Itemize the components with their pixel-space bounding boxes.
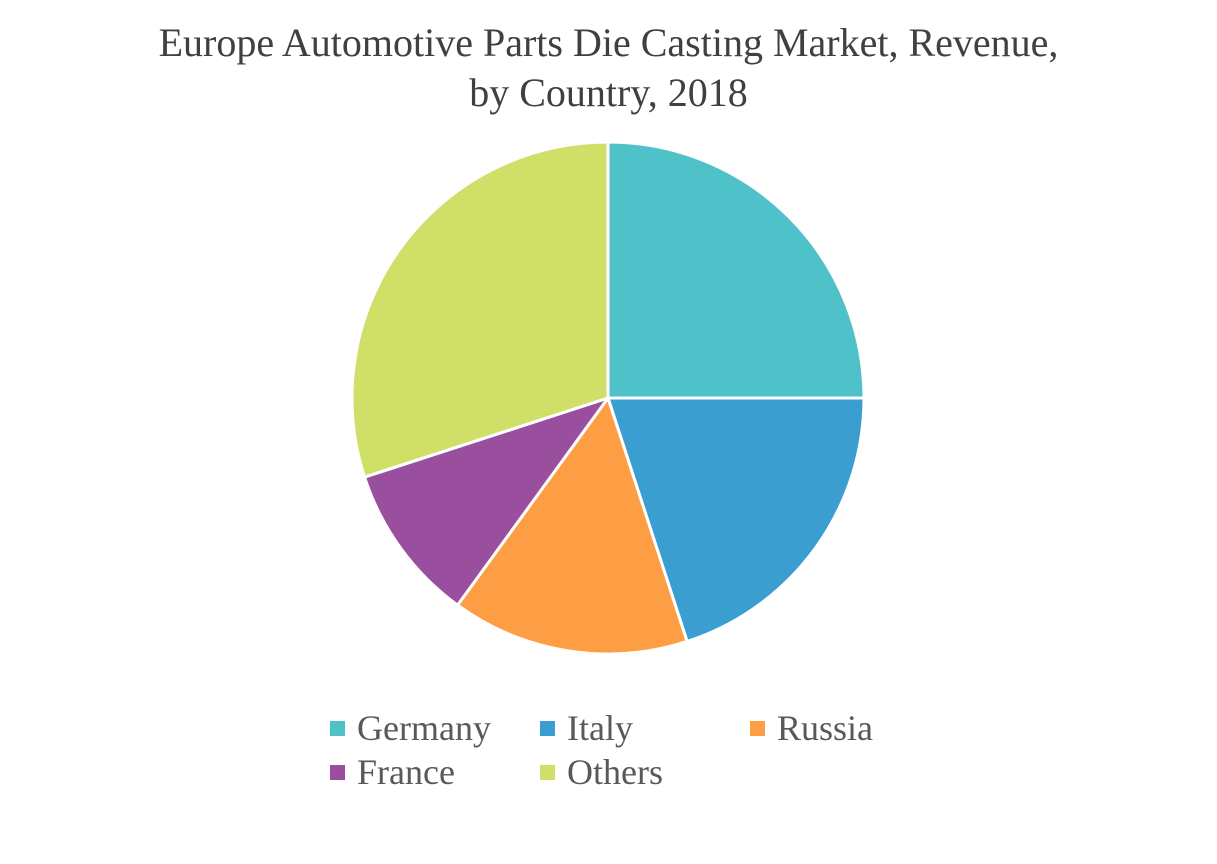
chart-title-line-2: by Country, 2018 <box>469 70 748 115</box>
chart-title-line-1: Europe Automotive Parts Die Casting Mark… <box>158 20 1059 65</box>
legend-label-france: France <box>357 752 455 792</box>
legend-item-france: France <box>330 750 540 794</box>
pie-slice-italy <box>606 396 866 643</box>
legend-swatch-russia <box>750 720 765 736</box>
legend-swatch-france <box>330 764 345 780</box>
legend-item-others: Others <box>540 750 750 794</box>
legend-label-germany: Germany <box>357 708 491 748</box>
legend-label-others: Others <box>567 752 663 792</box>
legend: Germany Italy Russia France Others <box>330 706 930 794</box>
legend-label-russia: Russia <box>777 708 874 748</box>
pie-slice-france <box>363 396 610 607</box>
legend-item-italy: Italy <box>540 706 750 750</box>
legend-item-germany: Germany <box>330 706 540 750</box>
legend-swatch-italy <box>540 720 555 736</box>
legend-label-italy: Italy <box>567 708 633 748</box>
legend-swatch-others <box>540 764 555 780</box>
pie-slice-germany <box>606 140 866 400</box>
pie-slice-russia <box>456 396 689 656</box>
pie-slices <box>350 140 866 656</box>
chart-title: Europe Automotive Parts Die Casting Mark… <box>0 18 1217 118</box>
legend-item-russia: Russia <box>750 706 930 750</box>
pie-slice-others <box>350 140 610 479</box>
legend-swatch-germany <box>330 720 345 736</box>
